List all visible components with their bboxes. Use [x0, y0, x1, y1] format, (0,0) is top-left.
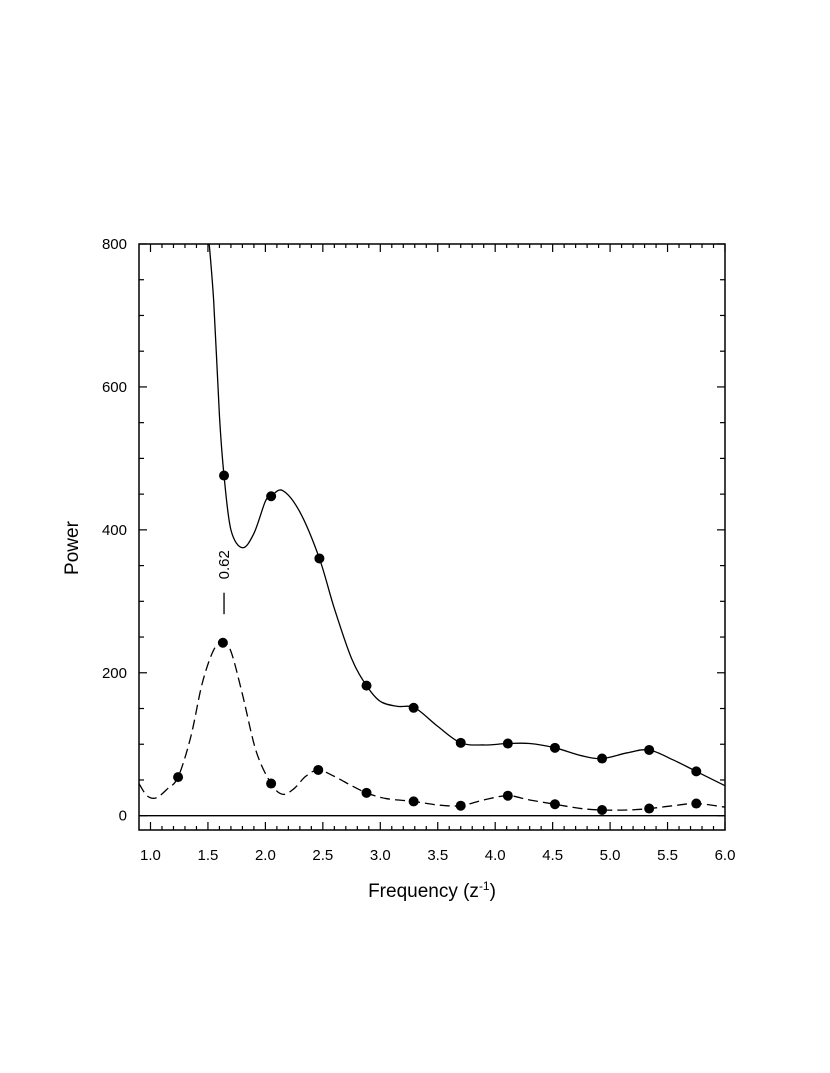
series-dashed-point-5 [408, 796, 419, 807]
series-dashed-point-11 [691, 798, 702, 809]
series-solid-point-7 [549, 742, 560, 753]
x-tick-label: 4.0 [485, 847, 506, 864]
series-dashed-line [139, 642, 725, 811]
series-dashed-point-7 [502, 790, 513, 801]
series-dashed-point-3 [313, 764, 324, 775]
series-solid-point-0 [219, 470, 230, 481]
plot-frame [138, 243, 726, 831]
x-axis-title-close: ) [490, 881, 496, 902]
series-dashed-point-1 [217, 637, 228, 648]
series-solid-point-10 [691, 766, 702, 777]
y-tick-label: 0 [119, 808, 127, 825]
y-tick-label: 400 [102, 522, 127, 539]
x-tick-label: 2.5 [312, 847, 333, 864]
x-tick-label: 5.5 [657, 847, 678, 864]
plot-marks [139, 244, 725, 817]
series-dashed-point-0 [173, 772, 184, 783]
series-solid-point-6 [502, 738, 513, 749]
annotation-label: 0.62 [216, 550, 233, 579]
series-dashed-point-2 [266, 778, 277, 789]
x-tick-label: 6.0 [715, 847, 736, 864]
y-axis-title: Power [62, 520, 83, 575]
x-tick-label: 4.5 [542, 847, 563, 864]
y-tick-label: 600 [102, 379, 127, 396]
series-dashed-point-10 [644, 803, 655, 814]
series-dashed-point-4 [361, 787, 372, 798]
series-solid-point-2 [314, 553, 325, 564]
x-tick-label: 1.5 [198, 847, 219, 864]
x-tick-label: 3.5 [427, 847, 448, 864]
series-solid-line [208, 244, 725, 787]
axis-ticks [139, 243, 726, 830]
series-solid-point-5 [455, 737, 466, 748]
y-tick-label: 800 [102, 236, 127, 253]
series-dashed-point-6 [455, 800, 466, 811]
x-axis-title: Frequency (z-1) [368, 879, 496, 902]
tick-labels: 1.0 1.5 2.0 2.5 3.0 3.5 4.0 4.5 5.0 5.5 6.0 0 200 400… [102, 236, 735, 864]
series-solid-point-9 [644, 744, 655, 755]
x-tick-label: 2.0 [255, 847, 276, 864]
x-tick-label: 1.0 [140, 847, 161, 864]
series-dashed-point-8 [549, 799, 560, 810]
y-tick-label: 200 [102, 665, 127, 682]
series-dashed-point-9 [597, 804, 608, 815]
series-solid-point-4 [408, 702, 419, 713]
x-tick-label: 3.0 [370, 847, 391, 864]
series-solid-point-8 [597, 753, 608, 764]
x-tick-label: 5.0 [600, 847, 621, 864]
x-axis-title-superscript: -1 [479, 879, 490, 893]
series-solid-point-1 [266, 491, 277, 502]
x-axis-title-main: Frequency (z [368, 881, 479, 902]
series-solid-point-3 [361, 680, 372, 691]
annotation-0.62: 0.62 [216, 550, 233, 615]
